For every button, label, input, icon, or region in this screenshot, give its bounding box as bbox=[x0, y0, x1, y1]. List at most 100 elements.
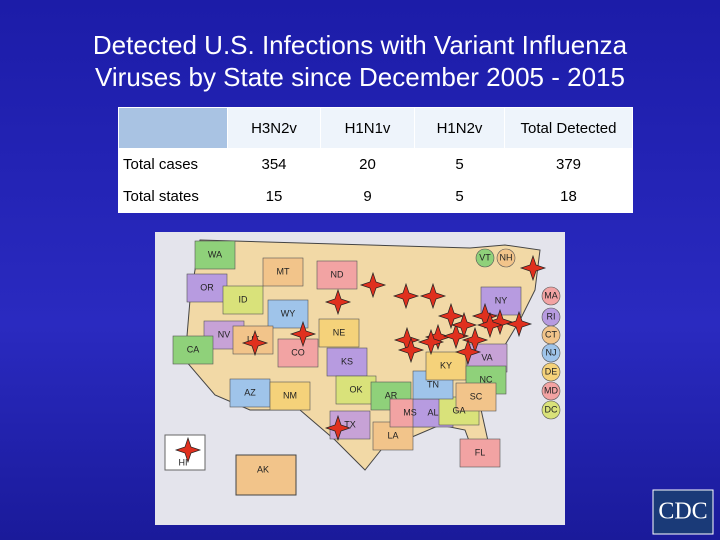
state bbox=[412, 398, 454, 428]
case-marker bbox=[437, 302, 465, 330]
state-label: NC bbox=[480, 374, 493, 384]
state bbox=[203, 320, 245, 350]
state-circle bbox=[541, 343, 561, 363]
state bbox=[229, 378, 271, 408]
state-label: GA bbox=[452, 405, 465, 415]
corner-cell bbox=[118, 107, 228, 149]
state bbox=[389, 398, 431, 428]
state bbox=[232, 325, 274, 355]
state-label: NM bbox=[283, 390, 297, 400]
state-label: OR bbox=[200, 282, 214, 292]
state-label: TN bbox=[427, 379, 439, 389]
state bbox=[372, 421, 414, 451]
header-row: H3N2v H1N1v H1N2v Total Detected bbox=[118, 107, 633, 149]
cell: 5 bbox=[414, 148, 505, 181]
state-label: AK bbox=[257, 464, 269, 474]
state bbox=[459, 438, 501, 468]
header-cell: H3N2v bbox=[227, 107, 321, 149]
row: Total cases 354 20 5 379 bbox=[118, 148, 633, 181]
state-label: MA bbox=[544, 290, 558, 300]
case-marker bbox=[471, 302, 499, 330]
state bbox=[480, 286, 522, 316]
state-circle bbox=[541, 307, 561, 327]
state-label: ND bbox=[331, 269, 344, 279]
state bbox=[262, 257, 304, 287]
state-label: MT bbox=[277, 266, 290, 276]
state bbox=[335, 375, 377, 405]
state bbox=[465, 365, 507, 395]
case-marker bbox=[417, 328, 445, 356]
state bbox=[172, 335, 214, 365]
state-label: MS bbox=[403, 407, 417, 417]
state-circle bbox=[541, 362, 561, 382]
state-label: FL bbox=[475, 447, 486, 457]
hawaii-inset bbox=[164, 434, 206, 471]
state-label: AR bbox=[385, 390, 398, 400]
state bbox=[466, 343, 508, 373]
state-label: RI bbox=[547, 311, 556, 321]
state-label: ID bbox=[239, 294, 249, 304]
state-label: DE bbox=[545, 366, 558, 376]
state-label: OK bbox=[349, 384, 362, 394]
state-label: NJ bbox=[546, 347, 557, 357]
state-label: NY bbox=[495, 295, 508, 305]
case-marker bbox=[392, 282, 420, 310]
state bbox=[425, 351, 467, 381]
case-marker bbox=[393, 326, 421, 354]
state-label: HI bbox=[179, 457, 188, 467]
state bbox=[269, 381, 311, 411]
state-label: AL bbox=[427, 407, 438, 417]
state bbox=[318, 318, 360, 348]
header-cell: H1N1v bbox=[320, 107, 415, 149]
state-label: WY bbox=[281, 308, 296, 318]
state bbox=[329, 410, 371, 440]
state-label: NH bbox=[500, 252, 513, 262]
case-marker bbox=[442, 322, 470, 350]
cell: 354 bbox=[227, 148, 321, 181]
state-circle bbox=[475, 248, 495, 268]
state-label: MD bbox=[544, 385, 558, 395]
case-marker bbox=[324, 288, 352, 316]
state-circle bbox=[541, 325, 561, 345]
map-background bbox=[155, 232, 565, 525]
state-label: KY bbox=[440, 360, 452, 370]
state-label: TX bbox=[344, 419, 356, 429]
header-cell: H1N2v bbox=[414, 107, 505, 149]
state-label: KS bbox=[341, 356, 353, 366]
case-marker bbox=[174, 436, 202, 464]
title-line: Detected U.S. Infections with Variant In… bbox=[92, 30, 628, 60]
state bbox=[194, 240, 236, 270]
logo: CDC bbox=[658, 499, 707, 525]
cell: 20 bbox=[320, 148, 415, 181]
us-outline bbox=[184, 239, 541, 471]
state bbox=[267, 299, 309, 329]
state-label: CA bbox=[187, 344, 200, 354]
state-label: LA bbox=[387, 430, 398, 440]
state-label: NV bbox=[218, 329, 231, 339]
row-header: Total cases bbox=[118, 148, 228, 181]
case-marker bbox=[424, 323, 452, 351]
case-marker bbox=[324, 414, 352, 442]
state-label: VT bbox=[479, 252, 491, 262]
state-circle bbox=[541, 400, 561, 420]
cell: 15 bbox=[227, 180, 321, 213]
row: Total states 15 9 5 18 bbox=[118, 180, 633, 213]
state-label: WA bbox=[208, 249, 222, 259]
state bbox=[370, 381, 412, 411]
case-marker bbox=[505, 310, 533, 338]
state-circle bbox=[496, 248, 516, 268]
case-marker bbox=[289, 320, 317, 348]
state-label: DC bbox=[545, 404, 558, 414]
state-label: VA bbox=[481, 352, 492, 362]
case-marker bbox=[461, 326, 489, 354]
state bbox=[412, 370, 454, 400]
case-marker bbox=[450, 311, 478, 339]
title-line: Viruses by State since December 2005 - 2… bbox=[95, 62, 625, 92]
state-label: NE bbox=[333, 327, 346, 337]
state-label: UT bbox=[247, 334, 259, 344]
alaska bbox=[235, 454, 297, 496]
state-label: CO bbox=[291, 347, 305, 357]
state bbox=[438, 396, 480, 426]
state bbox=[455, 382, 497, 412]
